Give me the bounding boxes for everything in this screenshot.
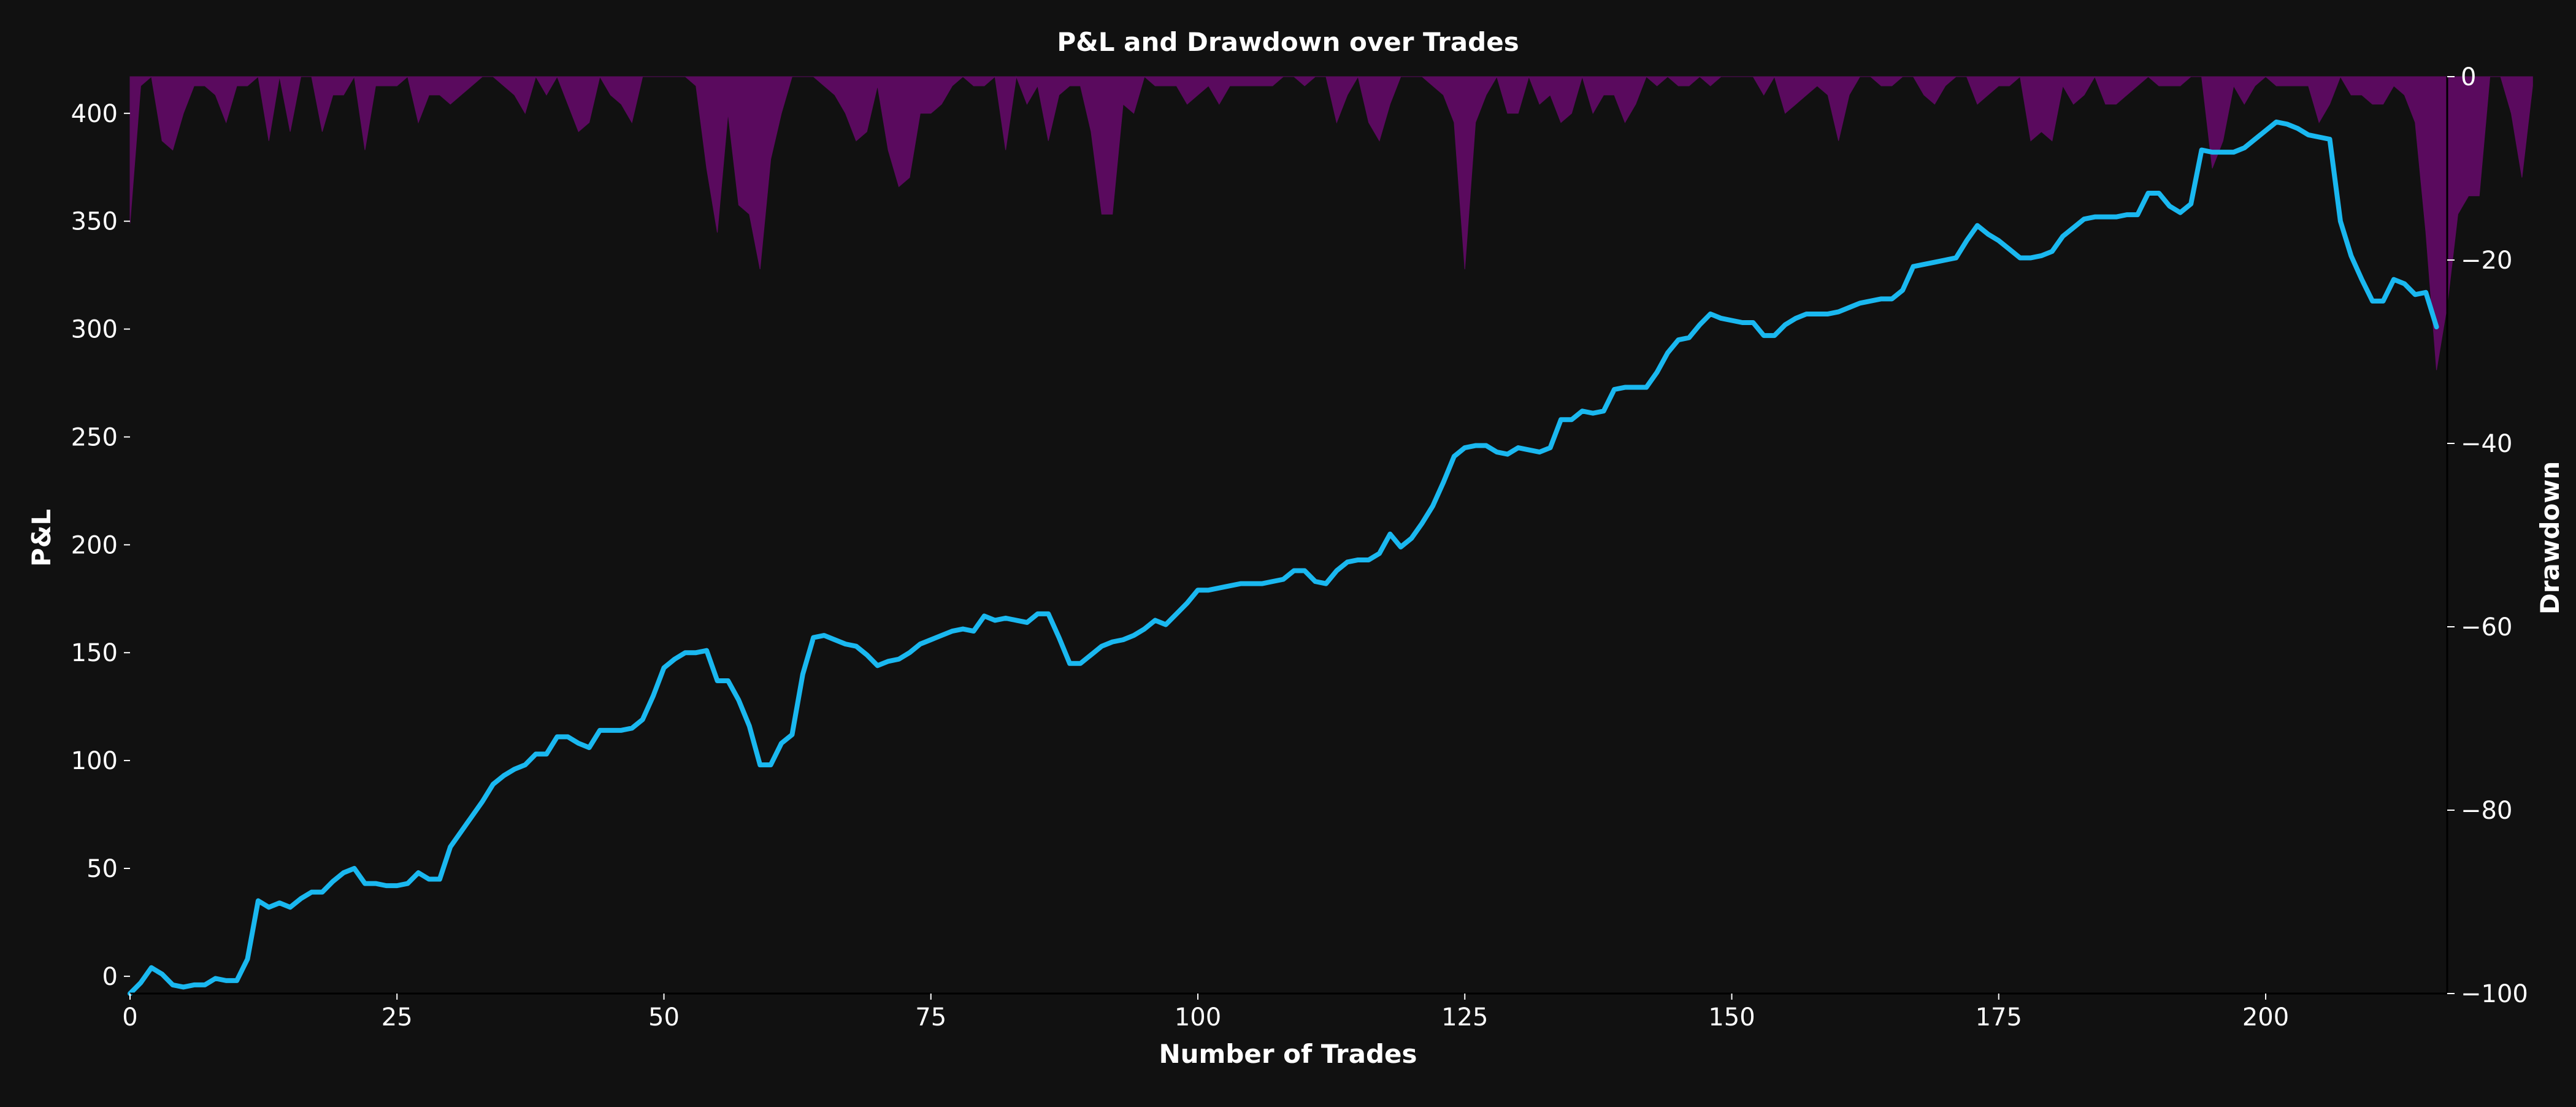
x-tick-label: 100: [1175, 1003, 1221, 1032]
y2-axis-label: Drawdown: [2535, 461, 2565, 615]
x-tick-label: 175: [1976, 1003, 2022, 1032]
y2-tick-label: 0: [2461, 63, 2476, 91]
axes: [130, 77, 2448, 995]
y2-tick-label: −80: [2461, 797, 2512, 825]
x-axis-label: Number of Trades: [1159, 1039, 1417, 1069]
y-tick-label: 50: [86, 855, 118, 883]
x-tick-label: 150: [1708, 1003, 1755, 1032]
y2-tick-label: −60: [2461, 613, 2512, 642]
y-tick-label: 350: [71, 208, 118, 236]
y-tick-label: 0: [102, 963, 118, 991]
y-axis-label: P&L: [26, 509, 56, 567]
pnl-line: [128, 119, 2439, 996]
x-tick-label: 50: [648, 1003, 680, 1032]
y2-tick-label: −100: [2461, 980, 2528, 1008]
y-tick-label: 250: [71, 423, 118, 451]
x-tick-label: 0: [122, 1003, 137, 1032]
x-tick-label: 25: [381, 1003, 413, 1032]
y-tick-label: 100: [71, 747, 118, 775]
tick-labels: 0 25 50 75 100 125 150 175 200 0 50 100 150 200 250 300…: [71, 63, 2528, 1032]
pnl-line-layer: [128, 119, 2439, 996]
chart-title: P&L and Drawdown over Trades: [1057, 27, 1519, 57]
y2-tick-label: −20: [2461, 247, 2512, 275]
y-tick-label: 200: [71, 531, 118, 559]
y2-tick-label: −40: [2461, 430, 2512, 458]
drawdown-area-layer: [129, 75, 2533, 370]
x-tick-label: 200: [2242, 1003, 2289, 1032]
drawdown-area: [129, 75, 2533, 370]
x-tick-label: 125: [1441, 1003, 1488, 1032]
x-tick-label: 75: [915, 1003, 946, 1032]
y-tick-label: 150: [71, 639, 118, 667]
y-tick-label: 400: [71, 100, 118, 128]
y-tick-label: 300: [71, 316, 118, 344]
